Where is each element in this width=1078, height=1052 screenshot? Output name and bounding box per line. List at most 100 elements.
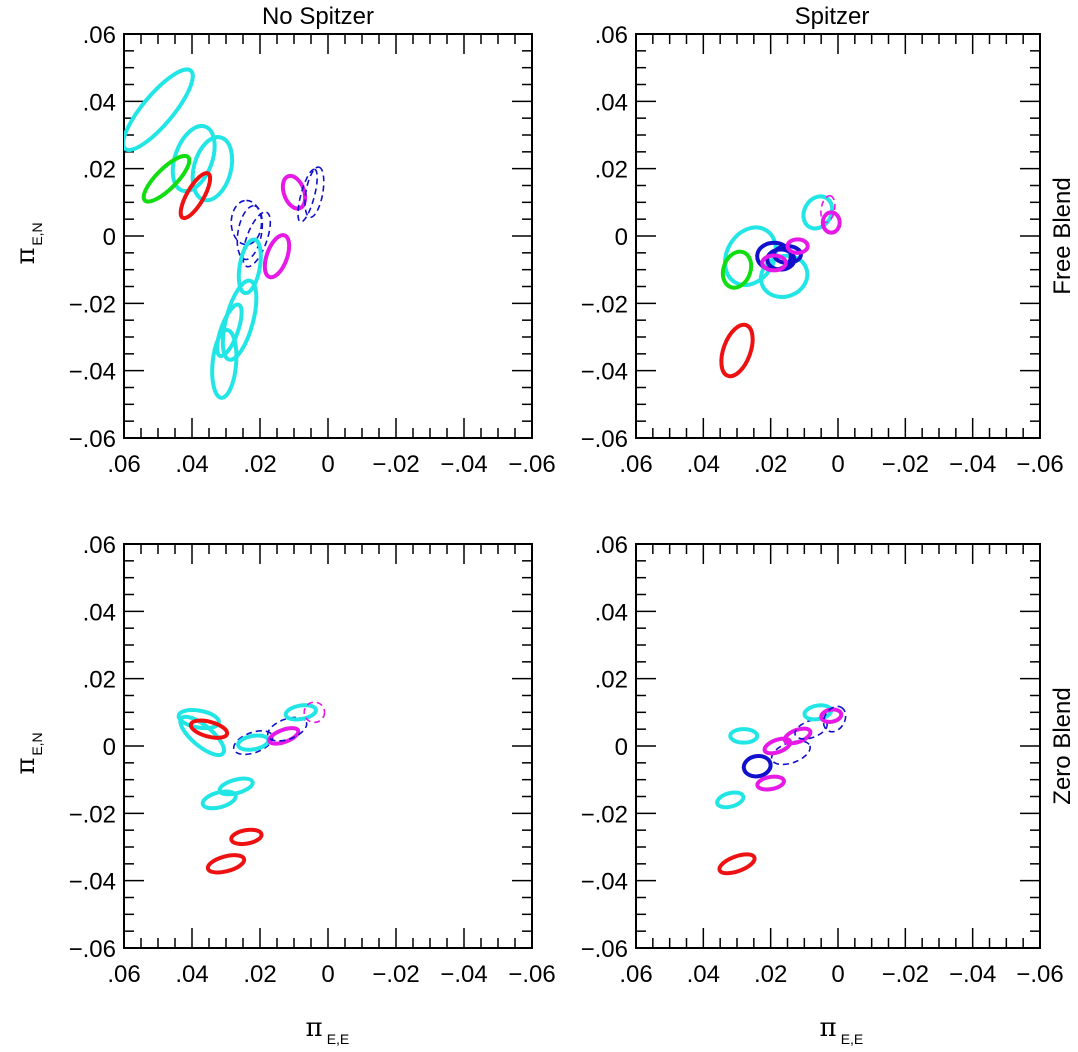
error-ellipse-magenta [820, 210, 842, 235]
error-ellipse-green [720, 249, 754, 290]
error-ellipse-red [188, 718, 230, 740]
x-tick-label: .02 [754, 451, 787, 478]
error-ellipse-blue-dashed [822, 705, 847, 733]
x-tick-label: .04 [175, 451, 208, 478]
error-ellipse-magenta [785, 237, 810, 255]
x-axis-label-subscript: E,E [327, 1031, 350, 1047]
plot-frame [123, 543, 533, 949]
y-tick-label: −.06 [69, 426, 116, 453]
y-tick-label: −.04 [581, 359, 628, 386]
error-ellipse-cyan [124, 67, 195, 153]
y-axis-label-bottom: π E,N [11, 732, 45, 774]
error-ellipse-magenta [762, 736, 793, 756]
error-ellipse-cyan [715, 790, 746, 810]
y-tick-label: −.02 [69, 801, 116, 828]
y-tick-label: .06 [595, 22, 628, 49]
x-tick-label: −.04 [949, 961, 996, 988]
y-axis-label-subscript: E,N [29, 732, 45, 755]
error-ellipse-cyan [801, 194, 835, 231]
error-ellipse-cyan [236, 237, 263, 296]
y-tick-label: −.04 [69, 869, 116, 896]
axis-ticks [123, 543, 533, 949]
y-tick-label: −.04 [581, 869, 628, 896]
error-ellipse-cyan [170, 123, 217, 194]
y-tick-label: 0 [615, 224, 628, 251]
y-tick-label: .04 [595, 599, 628, 626]
y-tick-label: .02 [83, 667, 116, 694]
error-ellipse-red [717, 852, 757, 876]
y-tick-label: −.06 [581, 426, 628, 453]
y-tick-label: −.02 [581, 801, 628, 828]
x-tick-label: .02 [754, 961, 787, 988]
x-tick-label: −.04 [440, 451, 487, 478]
y-axis-label-top: π E,N [11, 222, 45, 264]
y-tick-label: .02 [595, 157, 628, 184]
x-tick-label: −.04 [440, 961, 487, 988]
error-ellipse-red [205, 853, 247, 875]
y-tick-label: −.02 [581, 291, 628, 318]
error-ellipse-blue [741, 753, 773, 779]
x-tick-label: −.04 [949, 451, 996, 478]
x-tick-label: .04 [687, 451, 720, 478]
error-ellipse-blue-dashed [297, 168, 318, 223]
x-tick-label: .06 [619, 451, 652, 478]
error-ellipse-cyan [283, 703, 318, 722]
axis-ticks [635, 543, 1041, 949]
y-tick-label: .06 [595, 532, 628, 559]
y-axis-label-subscript: E,N [29, 222, 45, 245]
row-title-free-blend: Free Blend [1049, 177, 1076, 294]
error-ellipse-blue-dashed [266, 716, 308, 742]
x-axis-label-left: π E,E [305, 1013, 349, 1047]
x-tick-label: −.06 [508, 451, 555, 478]
y-tick-label: −.02 [69, 291, 116, 318]
plot-frame [635, 33, 1041, 439]
column-title-no-spitzer: No Spitzer [262, 3, 374, 30]
y-tick-label: .02 [83, 157, 116, 184]
error-ellipse-cyan [728, 727, 760, 745]
panel-no-spitzer-zero-blend: .06 .04 .02 0 −.02 −.04 −.06 −.06 −.04 −.02 0 .02 .0… [69, 532, 556, 988]
y-tick-label: .04 [83, 89, 116, 116]
y-tick-label: −.06 [581, 936, 628, 963]
panel-no-spitzer-free-blend: .06 .04 .02 0 −.02 −.04 −.06 −.06 −.04 −.02 0 .02 .0… [69, 22, 556, 478]
x-axis-label-symbol: π [819, 1013, 836, 1043]
plot-frame [635, 543, 1041, 949]
x-axis-label-subscript: E,E [841, 1031, 864, 1047]
ellipse-layer [719, 194, 842, 379]
ellipse-layer [176, 701, 326, 875]
x-tick-label: .06 [107, 451, 140, 478]
error-ellipse-cyan [176, 708, 221, 731]
y-tick-label: .06 [83, 22, 116, 49]
x-tick-label: −.06 [508, 961, 555, 988]
x-tick-label: 0 [321, 451, 334, 478]
y-tick-label: −.04 [69, 359, 116, 386]
y-tick-label: .02 [595, 667, 628, 694]
error-ellipse-magenta-dashed [820, 194, 836, 224]
y-tick-label: 0 [103, 224, 116, 251]
x-tick-label: .02 [243, 451, 276, 478]
error-ellipse-blue-dashed [230, 199, 263, 246]
ellipse-layer [715, 703, 847, 876]
error-ellipse-cyan [178, 714, 227, 758]
column-title-spitzer: Spitzer [795, 3, 870, 30]
ellipse-layer [124, 67, 325, 400]
y-tick-label: .06 [83, 532, 116, 559]
y-tick-label: −.06 [69, 936, 116, 963]
x-tick-label: 0 [831, 961, 844, 988]
panel-spitzer-zero-blend: .06 .04 .02 0 −.02 −.04 −.06 −.06 −.04 −.02 0 .02 .0… [581, 532, 1064, 988]
x-tick-label: .06 [619, 961, 652, 988]
panel-spitzer-free-blend: .06 .04 .02 0 −.02 −.04 −.06 −.06 −.04 −.02 0 .02 .0… [581, 22, 1064, 478]
error-ellipse-blue-dashed [236, 204, 264, 261]
y-tick-label: .04 [595, 89, 628, 116]
axis-ticks [123, 33, 533, 439]
x-tick-label: .06 [107, 961, 140, 988]
error-ellipse-blue-dashed [304, 166, 325, 219]
error-ellipse-green [141, 153, 192, 204]
x-tick-label: .02 [243, 961, 276, 988]
x-tick-label: −.02 [882, 961, 929, 988]
y-tick-label: .04 [83, 599, 116, 626]
error-ellipse-red [719, 322, 755, 379]
error-ellipse-red [178, 171, 213, 221]
y-axis-label-symbol: π [11, 247, 41, 264]
error-ellipse-red [229, 827, 264, 847]
